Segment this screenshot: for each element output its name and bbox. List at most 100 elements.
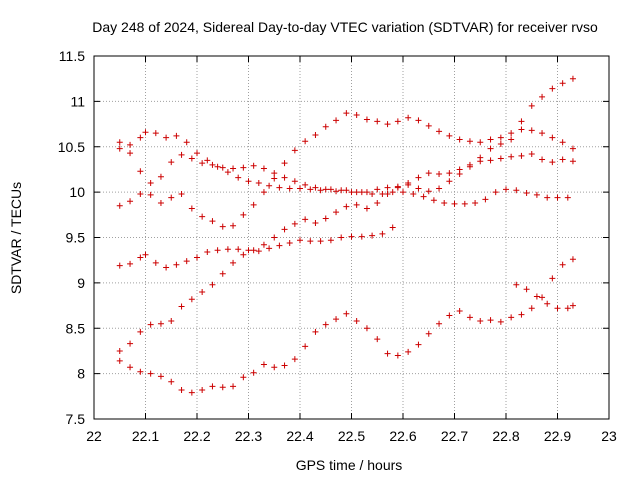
data-point (291, 147, 298, 154)
data-point (286, 239, 293, 246)
data-point (322, 186, 329, 193)
data-point (230, 222, 237, 229)
data-point (116, 347, 123, 354)
data-point (374, 118, 381, 125)
data-point (302, 343, 309, 350)
data-point (363, 116, 370, 123)
y-tick-label: 8 (77, 366, 85, 382)
data-point (157, 373, 164, 380)
data-point (297, 185, 303, 192)
data-point (487, 145, 494, 152)
data-point (415, 117, 422, 124)
data-point (405, 114, 412, 121)
data-point (188, 296, 195, 303)
data-point (333, 188, 340, 195)
data-point (173, 261, 180, 268)
data-point (163, 134, 170, 141)
data-point (307, 238, 314, 245)
data-point (214, 163, 221, 170)
data-point (219, 270, 226, 277)
data-point (137, 168, 144, 175)
y-tick-label: 11 (70, 93, 85, 109)
data-point (461, 200, 468, 207)
data-point (302, 181, 309, 188)
data-point (312, 131, 319, 138)
data-point (436, 320, 443, 327)
data-point (147, 321, 154, 328)
data-point (379, 190, 386, 197)
data-point (317, 238, 324, 245)
data-point (137, 254, 144, 261)
data-point (260, 361, 267, 368)
data-point (358, 233, 365, 240)
data-point (466, 163, 473, 170)
data-point (127, 364, 134, 371)
data-point (533, 293, 540, 300)
data-point (199, 288, 206, 295)
data-point (374, 336, 381, 343)
data-point (168, 194, 175, 201)
series-sat-d (116, 110, 576, 230)
data-point (451, 200, 458, 207)
data-point (497, 141, 504, 148)
data-point (317, 187, 324, 194)
data-point (214, 247, 221, 254)
data-point (255, 248, 262, 255)
data-point (425, 170, 432, 177)
data-point (281, 362, 288, 369)
data-point (554, 305, 561, 312)
data-point (188, 389, 195, 396)
data-point (116, 145, 123, 152)
data-point (528, 102, 535, 109)
y-tick-label: 9 (77, 275, 85, 291)
data-point (456, 136, 463, 143)
data-point (199, 160, 206, 167)
data-point (250, 201, 257, 208)
data-point (219, 384, 226, 391)
data-point (240, 164, 247, 171)
data-point (250, 369, 257, 376)
series-sat-b (116, 139, 576, 196)
data-point (168, 159, 175, 166)
data-point (127, 198, 134, 205)
data-point (255, 180, 262, 187)
data-point (116, 262, 123, 269)
data-point (384, 184, 391, 191)
data-point (224, 169, 231, 176)
data-point (333, 117, 340, 124)
data-point (369, 232, 376, 239)
data-point (286, 185, 293, 192)
data-point (446, 178, 453, 185)
data-point (116, 139, 123, 146)
data-point (528, 127, 535, 134)
y-tick-label: 8.5 (66, 320, 86, 336)
data-point (544, 194, 551, 201)
data-point (539, 294, 546, 301)
data-point (142, 251, 149, 258)
series-sat-g (513, 281, 576, 312)
data-point (194, 254, 200, 261)
data-point (137, 328, 144, 335)
data-point (157, 173, 164, 180)
y-tick-label: 7.5 (66, 411, 86, 427)
x-tick-label: 22.3 (235, 428, 262, 444)
data-point (260, 189, 267, 196)
data-point (204, 157, 211, 164)
data-point (291, 178, 298, 185)
data-point (508, 136, 515, 143)
x-tick-label: 23 (601, 428, 617, 444)
data-point (338, 234, 345, 241)
data-point (353, 189, 360, 196)
data-point (477, 139, 484, 146)
data-point (523, 190, 530, 197)
data-point (178, 303, 185, 310)
x-axis-label: GPS time / hours (296, 457, 403, 473)
data-point (544, 300, 551, 307)
data-point (497, 134, 504, 141)
data-point (518, 126, 525, 133)
data-point (281, 160, 288, 167)
x-axis-ticks: 22 22.1 22.2 22.3 22.4 22.5 22.6 22.7 22.8 22.9 23 (86, 56, 617, 444)
data-point (168, 378, 175, 385)
data-point (528, 305, 535, 312)
data-point (260, 241, 267, 248)
